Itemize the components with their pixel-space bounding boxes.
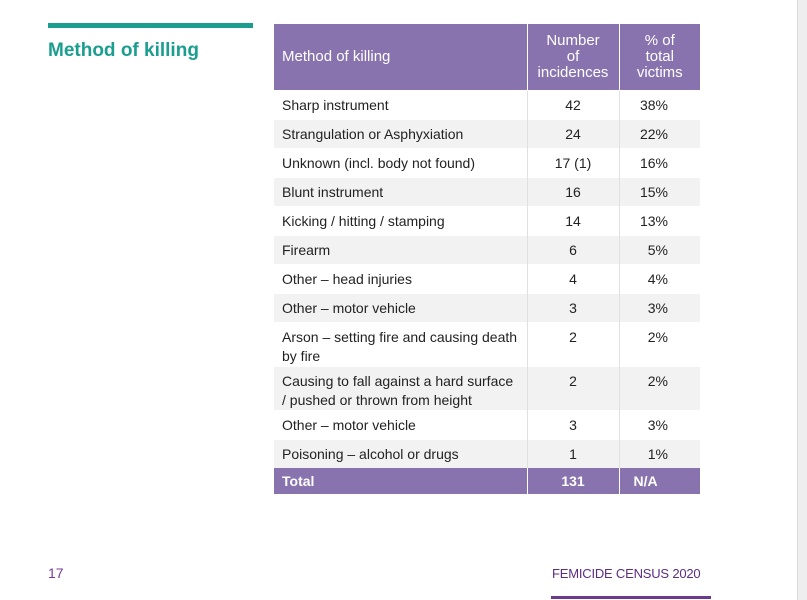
header-count: Number of incidences (526, 24, 619, 91)
row-pct: 22% (618, 119, 700, 149)
header-pct-line: victims (636, 64, 683, 81)
table-row: Strangulation or Asphyxiation 24 22% (274, 119, 700, 149)
row-method: Unknown (incl. body not found) (274, 148, 527, 178)
row-pct: 3% (618, 293, 700, 323)
row-method: Other – motor vehicle (274, 410, 527, 440)
row-method: Poisoning – alcohol or drugs (274, 439, 527, 468)
window-edge (797, 0, 807, 600)
header-pct-line: % of (644, 32, 675, 49)
row-method: Kicking / hitting / stamping (274, 206, 527, 236)
row-count: 4 (526, 264, 619, 294)
table-row: Firearm 6 5% (274, 235, 700, 265)
row-count: 2 (526, 322, 619, 367)
header-method: Method of killing (274, 24, 527, 91)
header-count-line: Number (546, 32, 600, 49)
table-row: Sharp instrument 42 38% (274, 90, 700, 120)
row-pct: 1% (618, 439, 700, 468)
table-row: Other – motor vehicle 3 3% (274, 293, 700, 323)
footer-brand: FEMICIDE CENSUS 2020 (552, 566, 701, 581)
table-row: Blunt instrument 16 15% (274, 177, 700, 207)
footer-underline (551, 596, 711, 599)
row-count: 2 (526, 366, 619, 411)
table-header-row: Method of killing Number of incidences %… (274, 24, 700, 91)
row-method: Blunt instrument (274, 177, 527, 207)
table-row: Other – head injuries 4 4% (274, 264, 700, 294)
header-pct-line: total (645, 48, 674, 65)
row-count: 17 (1) (526, 148, 619, 178)
total-label: Total (274, 468, 527, 494)
method-table: Method of killing Number of incidences %… (274, 24, 700, 494)
row-pct: 13% (618, 206, 700, 236)
row-count: 1 (526, 439, 619, 468)
row-count: 24 (526, 119, 619, 149)
row-pct: 16% (618, 148, 700, 178)
row-method: Other – head injuries (274, 264, 527, 294)
table-row: Poisoning – alcohol or drugs 1 1% (274, 439, 700, 468)
row-pct: 2% (618, 322, 700, 367)
row-pct: 2% (618, 366, 700, 411)
table-row: Arson – setting fire and causing death b… (274, 322, 700, 367)
header-count-line: of (566, 48, 580, 65)
row-count: 6 (526, 235, 619, 265)
page-number: 17 (48, 565, 64, 581)
total-count: 131 (526, 468, 619, 494)
table-row: Other – motor vehicle 3 3% (274, 410, 700, 440)
accent-bar (48, 23, 253, 28)
table-row: Unknown (incl. body not found) 17 (1) 16… (274, 148, 700, 178)
row-method: Strangulation or Asphyxiation (274, 119, 527, 149)
table-row: Kicking / hitting / stamping 14 13% (274, 206, 700, 236)
header-pct: % of total victims (618, 24, 700, 91)
table-row: Causing to fall against a hard surface /… (274, 366, 700, 411)
row-method: Arson – setting fire and causing death b… (274, 322, 527, 367)
row-method: Other – motor vehicle (274, 293, 527, 323)
row-count: 3 (526, 293, 619, 323)
row-pct: 4% (618, 264, 700, 294)
row-method: Sharp instrument (274, 90, 527, 120)
header-count-line: incidences (537, 64, 609, 81)
section-title: Method of killing (48, 40, 199, 61)
row-pct: 5% (618, 235, 700, 265)
row-pct: 15% (618, 177, 700, 207)
row-count: 3 (526, 410, 619, 440)
row-method: Causing to fall against a hard surface /… (274, 366, 527, 411)
row-count: 42 (526, 90, 619, 120)
row-method: Firearm (274, 235, 527, 265)
row-count: 16 (526, 177, 619, 207)
row-count: 14 (526, 206, 619, 236)
row-pct: 38% (618, 90, 700, 120)
total-pct: N/A (618, 468, 700, 494)
table-total-row: Total 131 N/A (274, 468, 700, 494)
row-pct: 3% (618, 410, 700, 440)
